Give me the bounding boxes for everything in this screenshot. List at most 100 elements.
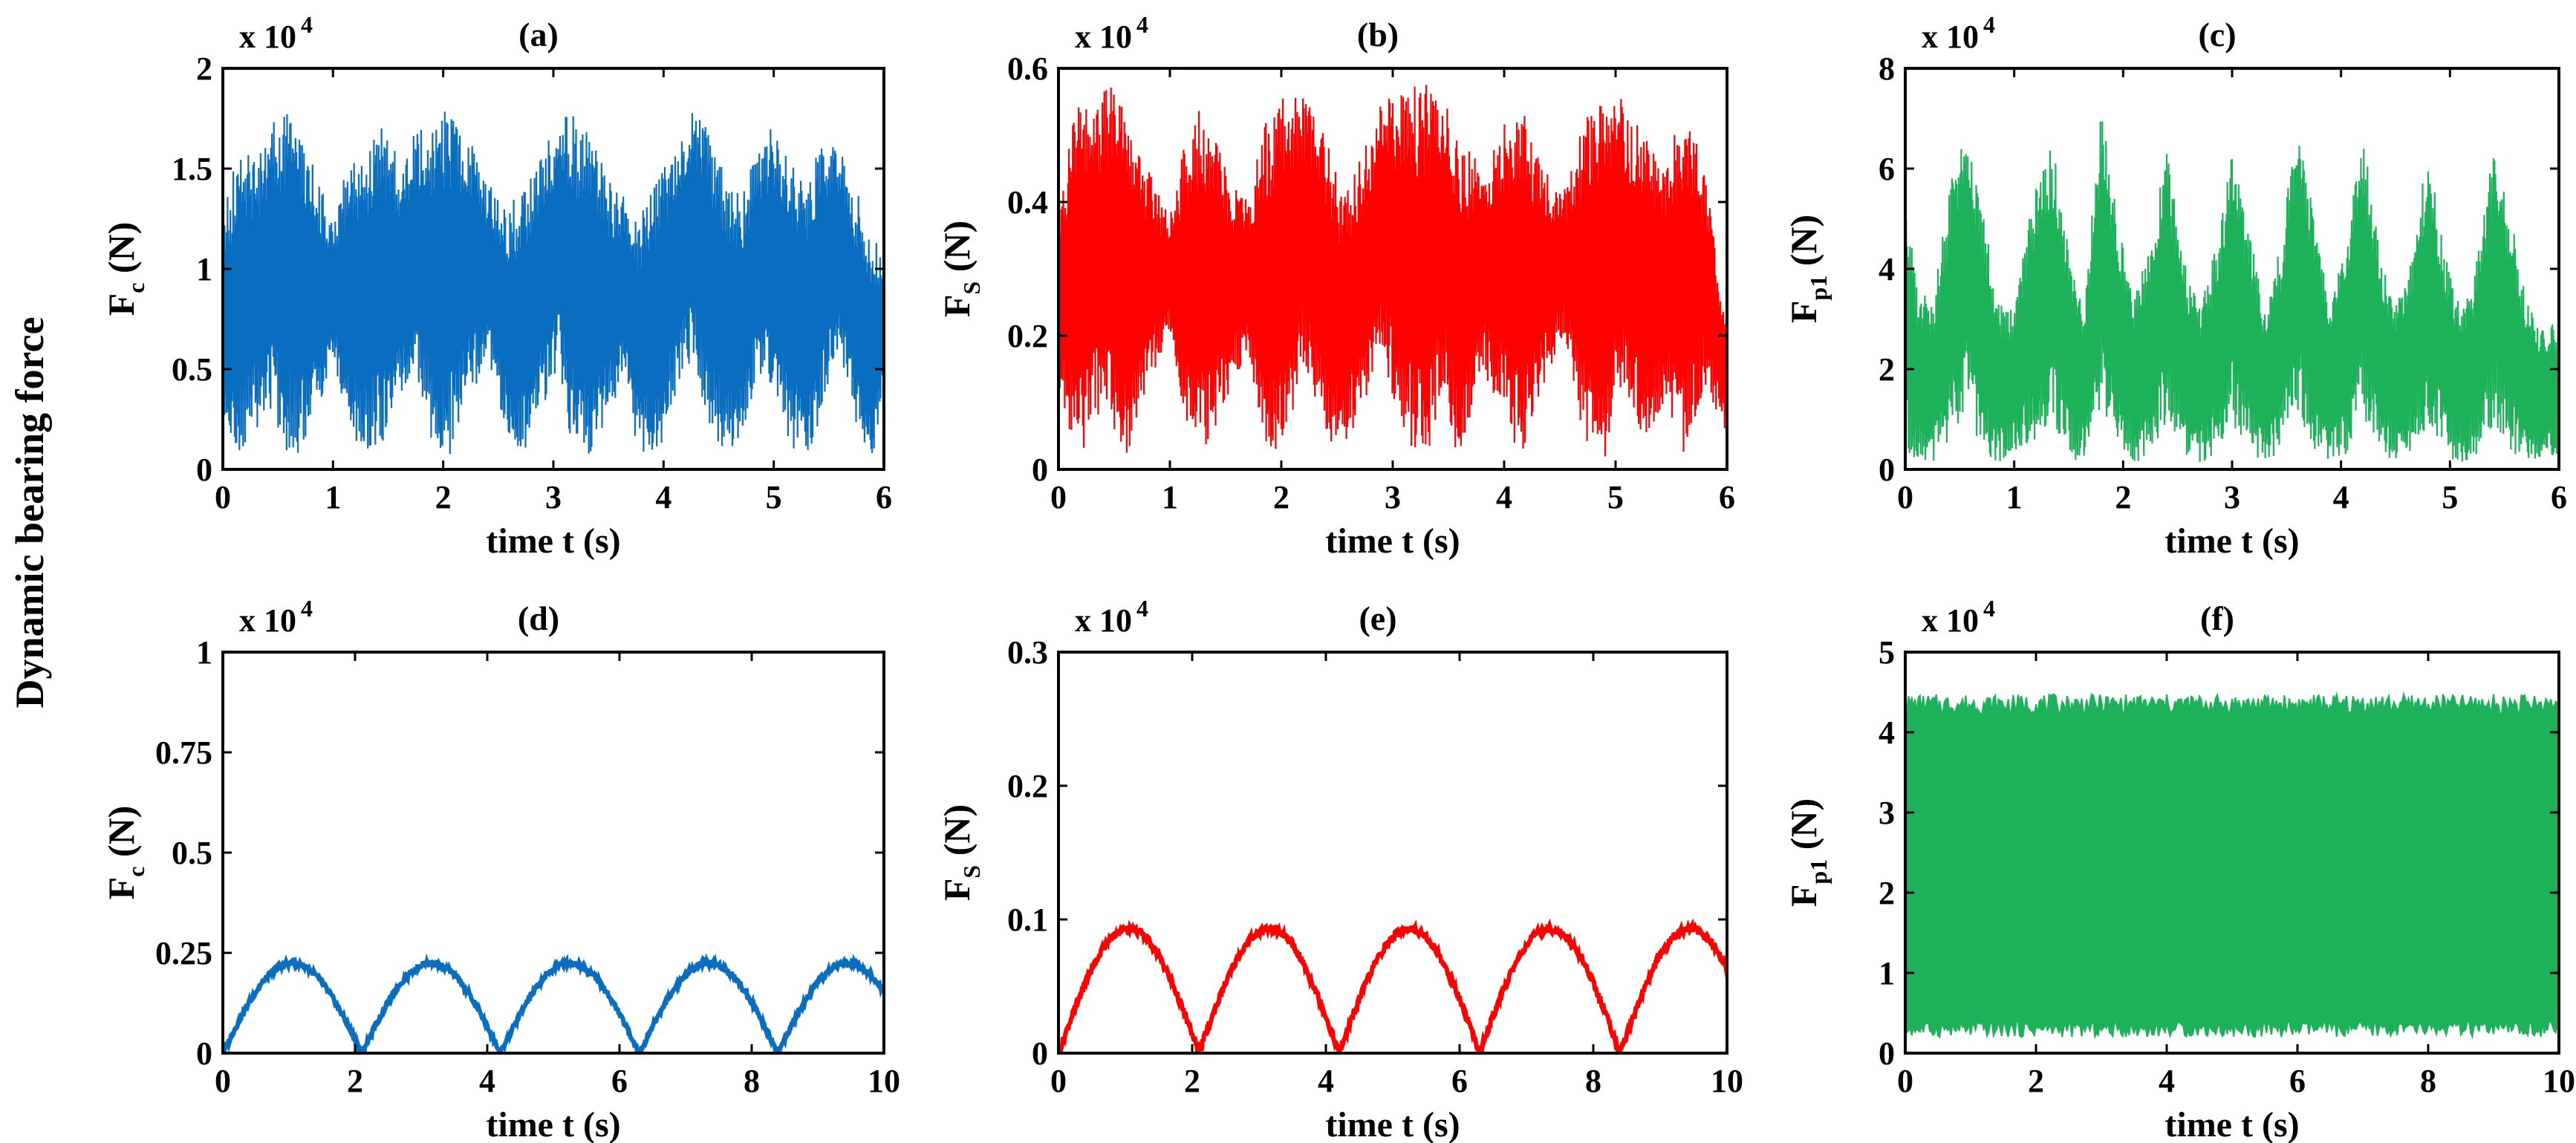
axis-multiplier: x 10 4 bbox=[239, 11, 313, 55]
axis-multiplier-exponent: 4 bbox=[301, 595, 313, 622]
y-tick-label: 6 bbox=[1879, 151, 1895, 187]
y-axis-label-unit: (N) bbox=[100, 806, 142, 867]
y-tick-label: 2 bbox=[1879, 351, 1895, 388]
y-tick-label: 0.3 bbox=[1007, 634, 1048, 671]
axis-multiplier: x 10 4 bbox=[1075, 11, 1148, 55]
x-tick-label: 0 bbox=[1897, 479, 1913, 515]
axis-multiplier-base: x 10 bbox=[1075, 19, 1132, 55]
plot-area bbox=[1905, 691, 2559, 1040]
y-tick-label: 4 bbox=[1879, 251, 1895, 287]
y-tick-label: 0.6 bbox=[1007, 51, 1048, 87]
panel-title: (f) bbox=[2200, 599, 2234, 637]
x-tick-label: 6 bbox=[2289, 1063, 2306, 1099]
plot-area bbox=[1058, 85, 1727, 457]
x-tick-label: 1 bbox=[325, 479, 341, 515]
y-axis-label-main: F bbox=[100, 293, 142, 316]
x-tick-label: 3 bbox=[1385, 479, 1401, 515]
y-axis-label-main: F bbox=[936, 879, 978, 902]
chart-panel-b: 0 1 2 3 4 5 6 0 0.2 0.4 0.6 time t (s) FS (N) (b) x 10… bbox=[936, 11, 1735, 561]
y-axis-label-unit: (N) bbox=[1783, 798, 1824, 859]
plot-area bbox=[1058, 918, 1727, 1053]
x-tick-label: 8 bbox=[2420, 1063, 2436, 1099]
y-axis-label-subscript: p1 bbox=[1805, 859, 1832, 885]
x-tick-label: 0 bbox=[215, 1063, 231, 1099]
data-series-line bbox=[1905, 121, 2559, 462]
y-axis-label: FS (N) bbox=[936, 221, 985, 317]
x-tick-label: 0 bbox=[1050, 1063, 1067, 1099]
y-axis-label-unit: (N) bbox=[100, 222, 142, 283]
y-tick-label: 0 bbox=[1879, 1035, 1895, 1072]
axis-multiplier: x 10 4 bbox=[239, 595, 313, 639]
x-axis-label: time t (s) bbox=[1325, 1105, 1460, 1143]
panel-title: (c) bbox=[2198, 16, 2236, 53]
data-series-line bbox=[1058, 918, 1727, 1053]
x-tick-label: 0 bbox=[215, 479, 231, 515]
x-tick-label: 0 bbox=[1050, 479, 1067, 515]
plot-area bbox=[223, 953, 884, 1053]
y-tick-label: 0.5 bbox=[172, 351, 212, 388]
x-tick-label: 1 bbox=[2006, 479, 2023, 515]
x-tick-label: 8 bbox=[744, 1063, 760, 1099]
y-tick-label: 0 bbox=[196, 1035, 212, 1072]
axis-multiplier: x 10 4 bbox=[1075, 595, 1148, 639]
plot-area bbox=[1905, 121, 2559, 462]
x-axis-label: time t (s) bbox=[2164, 1105, 2299, 1143]
x-tick-label: 10 bbox=[2543, 1063, 2575, 1099]
panel-title: (d) bbox=[518, 599, 559, 637]
y-tick-label: 2 bbox=[1879, 875, 1895, 911]
y-tick-label: 0.75 bbox=[155, 735, 212, 771]
y-tick-label: 0 bbox=[196, 452, 212, 488]
axis-multiplier-base: x 10 bbox=[239, 602, 296, 639]
x-tick-label: 4 bbox=[2159, 1063, 2175, 1099]
y-axis-label-main: F bbox=[1783, 301, 1824, 324]
x-tick-label: 2 bbox=[1184, 1063, 1200, 1099]
y-tick-label: 1 bbox=[196, 634, 212, 671]
y-axis-label-unit: (N) bbox=[936, 804, 978, 865]
x-tick-label: 10 bbox=[1711, 1063, 1743, 1099]
x-tick-label: 3 bbox=[545, 479, 562, 515]
x-tick-label: 1 bbox=[1162, 479, 1178, 515]
y-tick-label: 1 bbox=[196, 251, 212, 287]
y-tick-label: 4 bbox=[1879, 714, 1895, 751]
y-tick-label: 5 bbox=[1879, 634, 1895, 671]
data-series-line bbox=[223, 953, 884, 1053]
y-tick-label: 0 bbox=[1032, 452, 1048, 488]
chart-panel-e: 0 2 4 6 8 10 0 0.1 0.2 0.3 time t (s) FS (N) (e) x 10… bbox=[936, 595, 1743, 1143]
y-tick-label: 0 bbox=[1032, 1035, 1048, 1072]
axis-multiplier-exponent: 4 bbox=[1136, 11, 1148, 38]
y-axis-label-subscript: c bbox=[123, 867, 149, 877]
y-axis-label-subscript: p1 bbox=[1805, 276, 1832, 301]
x-tick-label: 4 bbox=[1318, 1063, 1334, 1099]
y-axis-label-main: F bbox=[936, 295, 978, 318]
y-tick-label: 0.2 bbox=[1007, 768, 1048, 804]
y-tick-label: 8 bbox=[1879, 51, 1895, 87]
x-tick-label: 0 bbox=[1897, 1063, 1913, 1099]
x-tick-label: 2 bbox=[347, 1063, 363, 1099]
axis-multiplier-base: x 10 bbox=[1075, 602, 1132, 639]
axes-frame bbox=[221, 651, 885, 1055]
axes-frame bbox=[1904, 651, 2560, 1055]
x-axis-label: time t (s) bbox=[486, 1105, 620, 1143]
x-tick-label: 6 bbox=[1719, 479, 1735, 515]
y-axis-label-subscript: S bbox=[958, 865, 985, 879]
x-tick-label: 5 bbox=[766, 479, 782, 515]
x-tick-label: 6 bbox=[2551, 479, 2567, 515]
y-tick-label: 2 bbox=[196, 51, 212, 87]
x-tick-label: 5 bbox=[1607, 479, 1624, 515]
x-tick-label: 5 bbox=[2442, 479, 2458, 515]
axis-multiplier-exponent: 4 bbox=[1136, 595, 1148, 622]
panel-title: (e) bbox=[1359, 599, 1396, 637]
data-series-line bbox=[1058, 85, 1727, 457]
x-tick-label: 3 bbox=[2224, 479, 2240, 515]
y-tick-label: 1 bbox=[1879, 955, 1895, 991]
axis-multiplier-exponent: 4 bbox=[1983, 595, 1995, 622]
figure-ylabel: Dynamic bearing force bbox=[7, 317, 52, 709]
plot-area bbox=[223, 111, 884, 455]
x-tick-label: 4 bbox=[479, 1063, 495, 1099]
x-tick-label: 4 bbox=[655, 479, 671, 515]
x-tick-label: 10 bbox=[868, 1063, 900, 1099]
axis-multiplier: x 10 4 bbox=[1922, 595, 1995, 639]
